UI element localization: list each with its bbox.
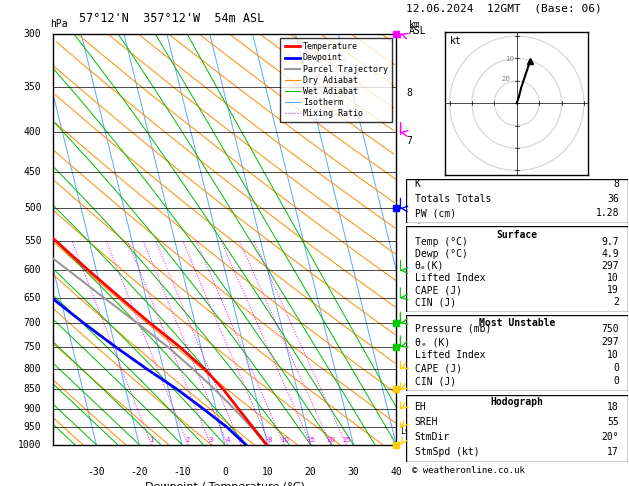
Text: Lifted Index: Lifted Index — [415, 350, 485, 360]
Text: 5: 5 — [406, 230, 413, 240]
Text: 800: 800 — [24, 364, 42, 374]
Text: 4.9: 4.9 — [601, 249, 619, 259]
Text: 15: 15 — [307, 436, 316, 443]
Text: CIN (J): CIN (J) — [415, 297, 456, 307]
Text: 19: 19 — [607, 285, 619, 295]
Text: 0: 0 — [613, 376, 619, 386]
Text: CAPE (J): CAPE (J) — [415, 285, 462, 295]
Text: 36: 36 — [607, 194, 619, 204]
Text: 20: 20 — [304, 467, 316, 477]
Text: 20: 20 — [501, 76, 510, 82]
Text: 55: 55 — [607, 417, 619, 427]
Text: kt: kt — [450, 36, 461, 46]
Legend: Temperature, Dewpoint, Parcel Trajectory, Dry Adiabat, Wet Adiabat, Isotherm, Mi: Temperature, Dewpoint, Parcel Trajectory… — [281, 38, 392, 122]
Text: -20: -20 — [130, 467, 148, 477]
Text: CIN (J): CIN (J) — [415, 376, 456, 386]
Text: 1: 1 — [149, 436, 153, 443]
Text: CAPE (J): CAPE (J) — [415, 363, 462, 373]
Text: 3: 3 — [209, 436, 213, 443]
Text: 4: 4 — [406, 275, 413, 285]
Text: StmSpd (kt): StmSpd (kt) — [415, 447, 479, 456]
Text: hPa: hPa — [50, 19, 68, 29]
Text: 10: 10 — [607, 273, 619, 283]
Text: PW (cm): PW (cm) — [415, 208, 456, 219]
Text: 500: 500 — [24, 203, 42, 213]
Text: Totals Totals: Totals Totals — [415, 194, 491, 204]
Text: -30: -30 — [87, 467, 105, 477]
Text: 2: 2 — [186, 436, 191, 443]
Text: 5: 5 — [238, 436, 243, 443]
Text: 2: 2 — [406, 362, 413, 371]
Text: 10: 10 — [506, 56, 515, 62]
Text: 2: 2 — [613, 297, 619, 307]
Text: StmDir: StmDir — [415, 432, 450, 442]
Text: Hodograph: Hodograph — [490, 398, 543, 407]
Text: θₑ (K): θₑ (K) — [415, 337, 450, 347]
Text: km: km — [409, 20, 421, 30]
Text: 8: 8 — [613, 179, 619, 189]
Text: 350: 350 — [24, 82, 42, 91]
Text: 8: 8 — [406, 88, 413, 98]
Text: 12.06.2024  12GMT  (Base: 06): 12.06.2024 12GMT (Base: 06) — [406, 3, 601, 14]
Text: Surface: Surface — [496, 230, 537, 240]
Text: 57°12'N  357°12'W  54m ASL: 57°12'N 357°12'W 54m ASL — [79, 12, 264, 25]
Text: 7: 7 — [406, 137, 413, 146]
Text: 650: 650 — [24, 293, 42, 303]
Text: 1.28: 1.28 — [596, 208, 619, 219]
Text: Dewp (°C): Dewp (°C) — [415, 249, 467, 259]
Text: 10: 10 — [607, 350, 619, 360]
Text: 1000: 1000 — [18, 440, 42, 450]
Text: 850: 850 — [24, 384, 42, 394]
Text: 6: 6 — [406, 184, 413, 193]
Text: 297: 297 — [601, 337, 619, 347]
Text: Mixing Ratio (g/kg): Mixing Ratio (g/kg) — [416, 196, 425, 282]
Text: θₑ(K): θₑ(K) — [415, 261, 444, 271]
Text: 950: 950 — [24, 422, 42, 432]
Text: -10: -10 — [173, 467, 191, 477]
Text: Dewpoint / Temperature (°C): Dewpoint / Temperature (°C) — [145, 482, 305, 486]
Text: K: K — [415, 179, 420, 189]
Text: 297: 297 — [601, 261, 619, 271]
Text: 8: 8 — [268, 436, 272, 443]
Text: Temp (°C): Temp (°C) — [415, 237, 467, 247]
Text: 550: 550 — [24, 236, 42, 246]
Text: 9.7: 9.7 — [601, 237, 619, 247]
Text: 30: 30 — [348, 467, 359, 477]
Text: 400: 400 — [24, 127, 42, 137]
Text: 3: 3 — [406, 318, 413, 328]
Text: 25: 25 — [342, 436, 351, 443]
Text: LCL: LCL — [401, 427, 415, 436]
Text: 600: 600 — [24, 265, 42, 276]
Text: 18: 18 — [607, 402, 619, 412]
Text: ASL: ASL — [409, 26, 426, 36]
Text: © weatheronline.co.uk: © weatheronline.co.uk — [412, 466, 525, 475]
Text: 40: 40 — [391, 467, 402, 477]
Text: 10: 10 — [262, 467, 274, 477]
Text: 20: 20 — [326, 436, 335, 443]
Text: 20°: 20° — [601, 432, 619, 442]
Text: 1: 1 — [406, 402, 413, 412]
Text: 0: 0 — [222, 467, 228, 477]
Text: 750: 750 — [24, 342, 42, 351]
Text: Pressure (mb): Pressure (mb) — [415, 324, 491, 334]
Text: 900: 900 — [24, 404, 42, 414]
Text: 700: 700 — [24, 318, 42, 328]
Text: SREH: SREH — [415, 417, 438, 427]
Text: 10: 10 — [280, 436, 289, 443]
Text: 750: 750 — [601, 324, 619, 334]
Text: 300: 300 — [24, 29, 42, 39]
Text: Lifted Index: Lifted Index — [415, 273, 485, 283]
Text: 0: 0 — [613, 363, 619, 373]
Text: EH: EH — [415, 402, 426, 412]
Text: 4: 4 — [225, 436, 230, 443]
Text: Most Unstable: Most Unstable — [479, 318, 555, 329]
Text: 17: 17 — [607, 447, 619, 456]
Text: 450: 450 — [24, 167, 42, 177]
